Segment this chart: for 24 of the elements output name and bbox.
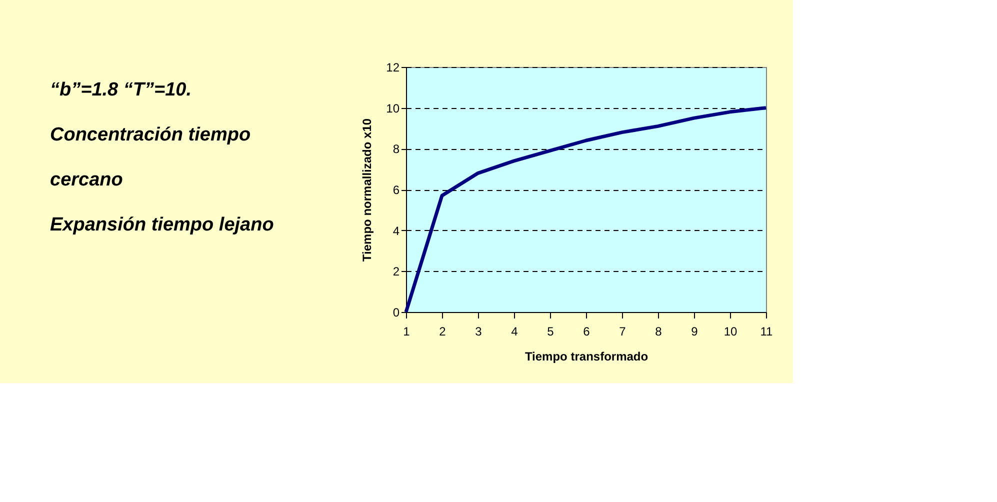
x-tick-label: 8 bbox=[655, 324, 662, 338]
y-tick-label: 0 bbox=[392, 306, 400, 320]
x-tick-label: 3 bbox=[475, 324, 482, 338]
x-axis-title: Tiempo transformado bbox=[524, 350, 648, 364]
text: Concentración tiempo bbox=[50, 124, 251, 146]
text: “b”=1.8 “T”=10. bbox=[50, 80, 192, 100]
y-axis-title: Tiempo normallizado x10 bbox=[360, 118, 374, 262]
x-tick-label: 2 bbox=[439, 324, 446, 338]
y-tick-label: 4 bbox=[392, 224, 400, 238]
y-tick-label: 12 bbox=[386, 60, 400, 74]
x-tick-label: 5 bbox=[547, 324, 554, 338]
x-tick-label: 9 bbox=[691, 324, 698, 338]
y-tick-label: 6 bbox=[392, 183, 400, 197]
x-tick-label: 10 bbox=[724, 324, 738, 338]
x-tick-label: 7 bbox=[619, 324, 626, 338]
text: Expansión tiempo lejano bbox=[50, 214, 274, 236]
y-tick-label: 8 bbox=[392, 142, 400, 156]
x-tick-label: 6 bbox=[583, 324, 590, 338]
x-tick-label: 1 bbox=[403, 324, 410, 338]
x-tick-label: 11 bbox=[760, 324, 774, 338]
y-tick-label: 10 bbox=[386, 101, 400, 116]
text: cercano bbox=[50, 170, 123, 190]
x-tick-label: 4 bbox=[511, 324, 518, 338]
y-tick-label: 2 bbox=[392, 264, 400, 279]
